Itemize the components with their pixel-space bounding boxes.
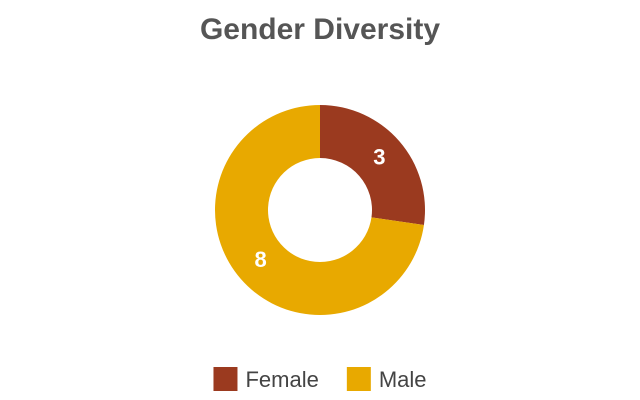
- data-label: 3: [373, 144, 385, 169]
- legend-label: Male: [379, 367, 427, 392]
- slice: [320, 105, 425, 225]
- slice: [215, 105, 424, 316]
- legend-swatch: [346, 367, 371, 391]
- legend-label: Female: [245, 367, 318, 392]
- data-label: 8: [255, 247, 267, 272]
- legend-swatch: [213, 367, 238, 391]
- chart-title: Gender Diversity: [200, 13, 440, 46]
